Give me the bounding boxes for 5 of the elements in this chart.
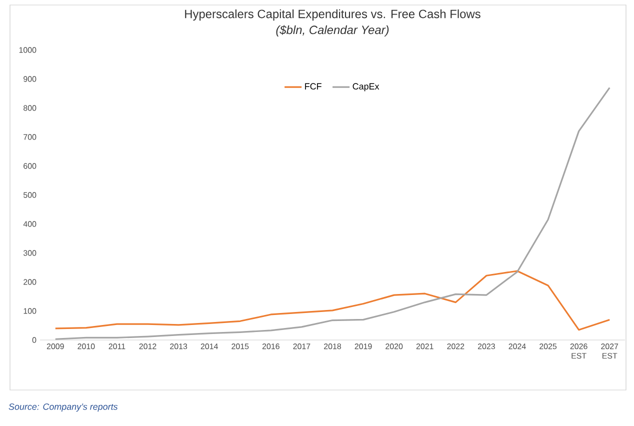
chart-subtitle: ($bln, Calendar Year) (276, 25, 389, 36)
legend-label: CapEx (352, 83, 380, 92)
source-note: Source: Company’s reports (8, 403, 118, 412)
chart-title: Hyperscalers Capital Expenditures vs. Free Cash Flows (185, 9, 480, 21)
legend-label: FCF (305, 83, 322, 90)
